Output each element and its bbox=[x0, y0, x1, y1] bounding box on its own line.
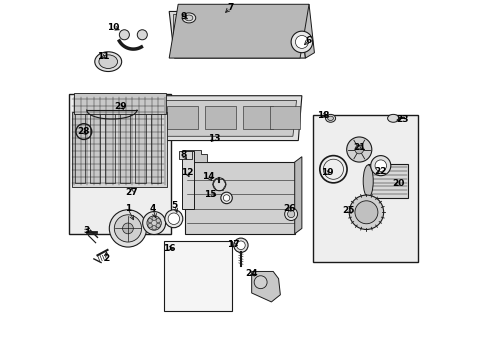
Circle shape bbox=[236, 241, 244, 249]
Bar bbox=[135, 97, 145, 183]
Circle shape bbox=[147, 216, 161, 230]
Circle shape bbox=[290, 31, 312, 53]
Circle shape bbox=[109, 210, 146, 247]
Ellipse shape bbox=[327, 116, 333, 121]
Circle shape bbox=[148, 219, 152, 223]
Ellipse shape bbox=[184, 15, 192, 21]
Circle shape bbox=[346, 137, 371, 162]
Text: 6: 6 bbox=[305, 36, 311, 45]
Polygon shape bbox=[151, 96, 301, 140]
Text: 19: 19 bbox=[320, 168, 333, 177]
Text: 29: 29 bbox=[114, 102, 127, 111]
Text: 8: 8 bbox=[180, 150, 186, 159]
Text: 13: 13 bbox=[207, 134, 220, 143]
Polygon shape bbox=[185, 162, 294, 234]
Polygon shape bbox=[300, 4, 314, 58]
Bar bbox=[172, 14, 210, 36]
Circle shape bbox=[212, 178, 225, 191]
Circle shape bbox=[148, 223, 152, 228]
Ellipse shape bbox=[387, 114, 398, 122]
Polygon shape bbox=[169, 4, 308, 58]
Circle shape bbox=[284, 208, 297, 221]
Text: 27: 27 bbox=[125, 188, 138, 197]
Polygon shape bbox=[182, 151, 194, 209]
Ellipse shape bbox=[325, 114, 335, 122]
Text: 24: 24 bbox=[245, 269, 258, 278]
Bar bbox=[120, 97, 130, 183]
Text: 20: 20 bbox=[392, 179, 404, 188]
Polygon shape bbox=[156, 100, 296, 136]
Text: 15: 15 bbox=[204, 190, 216, 199]
Text: 14: 14 bbox=[202, 172, 215, 181]
Bar bbox=[74, 93, 165, 114]
Text: 9: 9 bbox=[180, 12, 186, 21]
Bar bbox=[255, 14, 292, 36]
Bar bbox=[167, 106, 198, 129]
Circle shape bbox=[233, 238, 247, 252]
Circle shape bbox=[223, 195, 229, 201]
Polygon shape bbox=[185, 149, 206, 162]
Text: 18: 18 bbox=[317, 111, 329, 120]
Text: 25: 25 bbox=[342, 206, 354, 215]
Bar bbox=[214, 14, 251, 36]
Circle shape bbox=[119, 30, 129, 40]
Text: 22: 22 bbox=[374, 167, 386, 176]
Bar bbox=[105, 97, 115, 183]
Bar bbox=[269, 106, 300, 129]
Text: 2: 2 bbox=[103, 255, 109, 264]
Text: 23: 23 bbox=[395, 114, 407, 123]
Bar bbox=[179, 151, 191, 159]
Text: 12: 12 bbox=[181, 168, 193, 177]
Text: 3: 3 bbox=[83, 226, 90, 235]
Circle shape bbox=[156, 219, 160, 223]
Ellipse shape bbox=[363, 165, 372, 197]
Circle shape bbox=[152, 226, 156, 230]
Circle shape bbox=[137, 30, 147, 40]
Circle shape bbox=[287, 211, 294, 218]
Circle shape bbox=[122, 223, 133, 234]
Polygon shape bbox=[294, 157, 301, 234]
Circle shape bbox=[142, 212, 165, 234]
Circle shape bbox=[114, 215, 142, 242]
Text: 16: 16 bbox=[163, 244, 175, 253]
Bar bbox=[75, 97, 85, 183]
Text: 26: 26 bbox=[283, 204, 295, 213]
Text: 17: 17 bbox=[227, 240, 240, 249]
Circle shape bbox=[168, 213, 179, 225]
Circle shape bbox=[295, 36, 308, 48]
Polygon shape bbox=[169, 12, 305, 58]
Bar bbox=[204, 106, 235, 129]
Bar bbox=[90, 97, 100, 183]
Circle shape bbox=[354, 201, 377, 224]
Circle shape bbox=[354, 145, 363, 154]
Text: 11: 11 bbox=[97, 52, 109, 61]
Bar bbox=[163, 241, 231, 311]
Text: 4: 4 bbox=[149, 204, 156, 213]
Bar bbox=[367, 164, 407, 198]
Bar bbox=[72, 112, 166, 187]
Circle shape bbox=[348, 195, 383, 229]
Ellipse shape bbox=[99, 55, 117, 68]
Text: 21: 21 bbox=[352, 143, 365, 152]
Circle shape bbox=[152, 216, 156, 221]
Circle shape bbox=[254, 276, 266, 289]
Circle shape bbox=[164, 210, 183, 228]
Text: 5: 5 bbox=[171, 201, 177, 210]
Bar bbox=[150, 97, 160, 183]
Text: 1: 1 bbox=[124, 204, 131, 213]
Ellipse shape bbox=[182, 13, 195, 23]
Text: 7: 7 bbox=[226, 3, 233, 12]
Bar bbox=[69, 94, 171, 234]
Ellipse shape bbox=[95, 52, 122, 72]
Polygon shape bbox=[251, 271, 280, 302]
Circle shape bbox=[221, 192, 232, 204]
Bar bbox=[312, 116, 418, 262]
Bar bbox=[242, 106, 273, 129]
Circle shape bbox=[370, 156, 390, 176]
Circle shape bbox=[374, 160, 386, 171]
Circle shape bbox=[156, 223, 160, 228]
Text: 10: 10 bbox=[107, 23, 120, 32]
Text: 28: 28 bbox=[77, 127, 89, 136]
